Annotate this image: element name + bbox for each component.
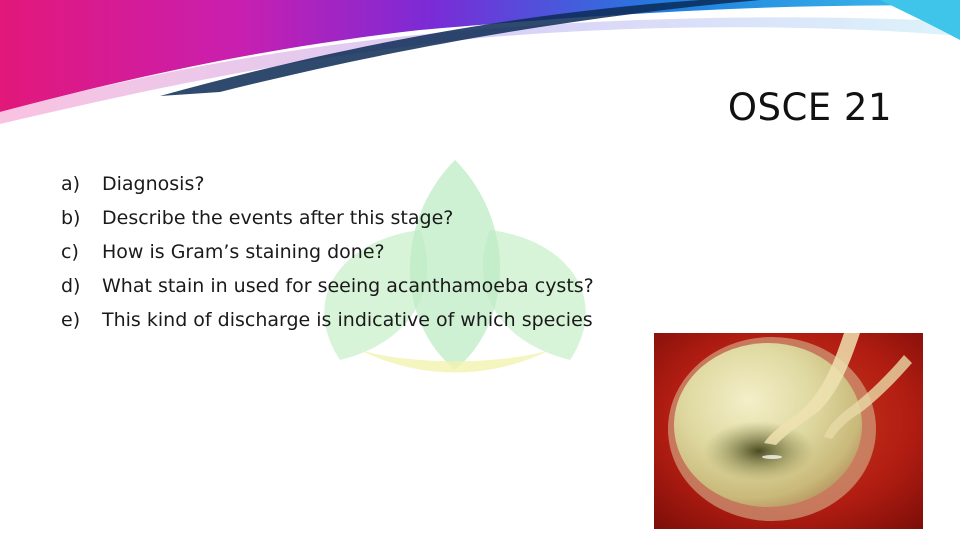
banner-light-band [0, 17, 960, 125]
photo-mucus-strand-2 [824, 355, 912, 439]
list-item-text: How is Gram’s staining done? [102, 241, 385, 263]
list-item-marker: c) [61, 241, 79, 263]
photo-highlight [762, 455, 782, 459]
clinical-eye-photo [654, 333, 923, 529]
question-list: a) Diagnosis? b) Describe the events after… [61, 173, 594, 343]
list-item: d) What stain in used for seeing acantham… [61, 275, 594, 309]
list-item-marker: b) [61, 207, 81, 229]
list-item-text: This kind of discharge is indicative of … [102, 309, 593, 331]
list-item-text: What stain in used for seeing acanthamoe… [102, 275, 594, 297]
list-item: b) Describe the events after this stage? [61, 207, 594, 241]
decorative-swoosh-banner [0, 0, 960, 125]
list-item: c) How is Gram’s staining done? [61, 241, 594, 275]
lotus-base [360, 350, 550, 373]
list-item: a) Diagnosis? [61, 173, 594, 207]
slide-title: OSCE 21 [727, 86, 892, 129]
list-item-marker: a) [61, 173, 81, 195]
list-item: e) This kind of discharge is indicative o… [61, 309, 594, 343]
lotus-petal-right [482, 230, 586, 360]
lotus-petal-left [324, 230, 428, 360]
photo-mucus-strand-1 [764, 333, 860, 445]
banner-cyan-streak [880, 0, 960, 40]
banner-main-band [0, 0, 960, 112]
list-item-text: Diagnosis? [102, 173, 205, 195]
list-item-text: Describe the events after this stage? [102, 207, 454, 229]
list-item-marker: e) [61, 309, 81, 331]
lotus-petal-center [410, 160, 500, 370]
banner-dark-streak [160, 0, 760, 96]
lotus-watermark-logo [324, 160, 586, 373]
list-item-marker: d) [61, 275, 81, 297]
photo-dark-lesion [704, 421, 814, 481]
